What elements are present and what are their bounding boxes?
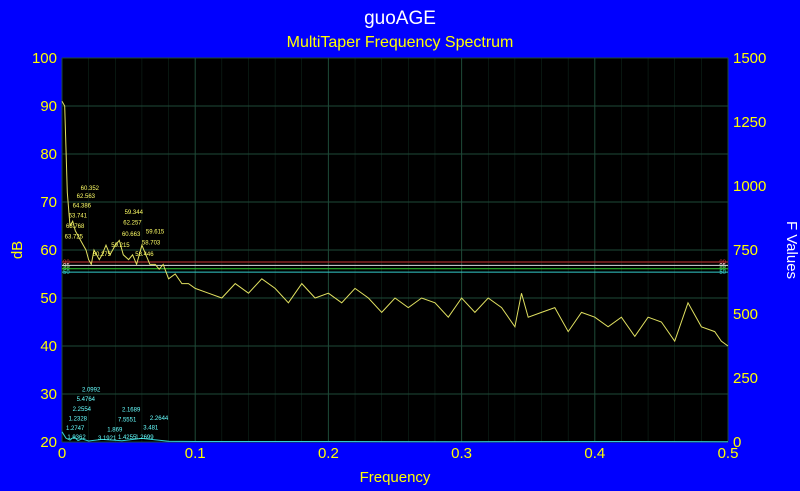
y-right-tick-label: 1500 [733,50,766,67]
y-right-tick-label: 750 [733,242,758,259]
fvalue-peak-label: 1.4255 [118,435,137,441]
reference-line-label-right: 50 [719,270,726,276]
reference-line-label-left: 99 [63,260,70,266]
y-tick-label: 90 [40,98,57,115]
y-tick-label: 20 [40,434,57,451]
chart-subtitle: MultiTaper Frequency Spectrum [287,34,514,51]
reference-line-label-right: 90 [719,267,726,273]
fvalue-peak-label: 3.481 [143,426,159,432]
x-tick-label: 0.4 [584,445,605,462]
spectrum-peak-label: 58.703 [142,241,161,247]
y-tick-label: 60 [40,242,57,259]
y-right-tick-label: 500 [733,306,758,323]
x-tick-label: 0 [58,445,66,462]
spectrum-peak-label: 62.563 [77,194,96,200]
fvalue-peak-label: 2.1689 [122,407,141,413]
fvalue-peak-label: 1.9362 [67,435,86,441]
y-tick-label: 100 [32,50,57,67]
reference-line-label-right: 95 [719,263,726,269]
fvalue-peak-label: 3.1921 [98,436,117,442]
spectrum-peak-label: 60.275 [93,252,112,258]
spectrum-peak-label: 63.725 [65,234,84,240]
spectrum-peak-label: 63.768 [66,224,85,230]
x-tick-label: 0.2 [318,445,339,462]
y-tick-label: 30 [40,386,57,403]
fvalue-peak-label: 2.0992 [82,388,101,394]
reference-line-label-left: 95 [63,263,70,269]
fvalue-peak-label: 7.5551 [118,417,137,423]
spectrum-peak-label: 60.663 [122,232,141,238]
y-axis-right-label: F Values [783,221,800,279]
y-right-tick-label: 1000 [733,178,766,195]
fvalue-peak-label: 5.4764 [77,397,96,403]
fvalue-peak-label: 1.2747 [66,426,85,432]
x-tick-label: 0.5 [718,445,739,462]
y-tick-label: 70 [40,194,57,211]
series-layer [61,100,729,443]
spectrum-series-line [61,100,729,347]
annotations-layer: 60.352 62.563 64.386 63.741 63.768 63.725 60.2… [65,186,169,442]
fvalues-series-line [61,431,729,443]
x-axis-label: Frequency [360,469,431,486]
x-tick-label: 0.1 [185,445,206,462]
spectrum-peak-label: 58.446 [135,252,154,258]
spectrum-peak-label: 63.741 [69,213,88,219]
chart-title: guoAGE [364,8,436,29]
tick-labels: 0 0.1 0.2 0.3 0.4 0.5203040506070809010002505… [32,50,766,462]
reference-line-label-right: 99 [719,260,726,266]
spectrum-peak-label: 62.257 [123,221,142,227]
spectrum-peak-label: 64.386 [73,203,92,209]
y-tick-label: 50 [40,290,57,307]
spectrum-peak-label: 59.215 [111,243,130,249]
fvalue-peak-label: 2.2554 [73,407,92,413]
spectrum-peak-label: 59.615 [146,230,165,236]
reference-line-label-left: 50 [63,270,70,276]
y-axis-label: dB [9,241,26,259]
spectrum-peak-label: 60.352 [81,186,100,192]
fvalue-peak-label: 1.2699 [135,435,154,441]
spectrum-peak-label: 59.344 [125,210,144,216]
y-tick-label: 80 [40,146,57,163]
grid-lines [61,57,729,443]
reference-line-label-left: 90 [63,267,70,273]
fvalue-peak-label: 2.2644 [150,416,169,422]
x-tick-label: 0.3 [451,445,472,462]
y-right-tick-label: 0 [733,434,741,451]
y-right-tick-label: 250 [733,370,758,387]
fvalue-peak-label: 1.869 [107,427,123,433]
y-right-tick-label: 1250 [733,114,766,131]
fvalue-peak-label: 1.2328 [69,416,88,422]
y-tick-label: 40 [40,338,57,355]
